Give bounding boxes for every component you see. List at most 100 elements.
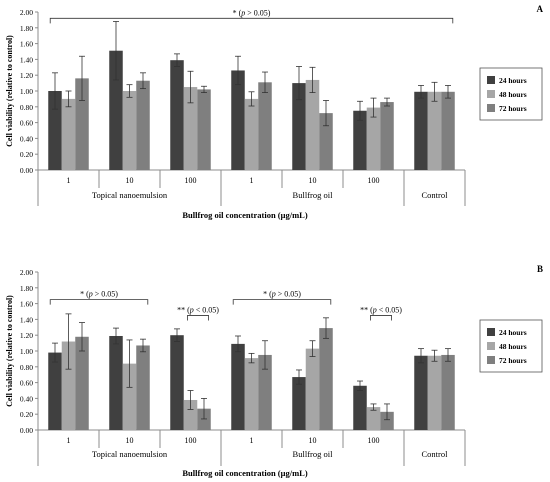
chart-panel-b: 0.00 0.20 0.40 0.60 0.80 1.00 1.20 1.40 1.60 1.80… xyxy=(5,264,543,478)
bar xyxy=(366,107,381,170)
group-label: Topical nanoemulsion xyxy=(92,190,168,200)
bar xyxy=(244,358,259,430)
y-tick-label: 0.00 xyxy=(20,166,33,175)
legend: 24 hours 48 hours 72 hours xyxy=(479,67,543,121)
bar xyxy=(231,70,245,170)
legend-swatch xyxy=(487,90,495,98)
legend-swatch xyxy=(487,104,495,112)
y-tick-label: 0.60 xyxy=(20,379,33,388)
x-tick-label: 100 xyxy=(368,436,380,445)
panel-label: A xyxy=(537,4,544,14)
bar xyxy=(414,355,428,430)
bar xyxy=(353,110,367,170)
x-axis-label: Bullfrog oil concentration (μg/mL) xyxy=(182,468,307,478)
group-label: Control xyxy=(422,190,449,200)
y-axis-label: Cell viability (relative to control) xyxy=(5,295,14,407)
bar xyxy=(136,80,150,170)
y-tick-label: 0.00 xyxy=(20,426,33,435)
bar xyxy=(61,341,76,430)
significance-bracket xyxy=(232,299,332,305)
x-tick-label: 100 xyxy=(368,176,380,185)
bar xyxy=(48,91,62,170)
bar xyxy=(170,60,184,170)
bar xyxy=(75,78,89,170)
significance-label: * (p > 0.05) xyxy=(233,8,271,17)
bar xyxy=(258,354,272,430)
bar xyxy=(197,89,211,170)
y-tick-label: 1.20 xyxy=(20,331,33,340)
bar xyxy=(380,102,394,170)
y-tick-label: 2.00 xyxy=(20,8,33,17)
group-label: Bullfrog oil xyxy=(293,449,334,459)
legend-entry: 72 hours xyxy=(499,356,527,365)
y-tick-label: 0.40 xyxy=(20,134,33,143)
significance-label: * (p > 0.05) xyxy=(263,290,301,299)
bar xyxy=(292,83,306,170)
bar xyxy=(305,348,320,430)
bar xyxy=(109,335,123,430)
bar xyxy=(353,385,367,430)
bar xyxy=(109,50,123,170)
y-tick-label: 1.20 xyxy=(20,71,33,80)
x-axis-label: Bullfrog oil concentration (μg/mL) xyxy=(182,210,307,220)
x-tick-label: 1 xyxy=(250,436,254,445)
bar xyxy=(244,98,259,170)
bar xyxy=(75,336,89,430)
group-label: Bullfrog oil xyxy=(293,190,334,200)
x-tick-label: 100 xyxy=(185,176,197,185)
y-tick-label: 1.60 xyxy=(20,40,33,49)
chart-panel-a: 0.00 0.20 0.40 0.60 0.80 1.00 1.20 1.40 1.60 1.80… xyxy=(5,4,544,220)
x-tick-label: 10 xyxy=(126,436,134,445)
bar xyxy=(258,82,272,170)
significance-label: ** (p < 0.05) xyxy=(360,305,402,314)
legend-swatch xyxy=(487,342,495,350)
y-tick-label: 1.80 xyxy=(20,24,33,33)
y-tick-label: 0.20 xyxy=(20,150,33,159)
legend-entry: 24 hours xyxy=(499,328,527,337)
legend-swatch xyxy=(487,76,495,84)
y-tick-label: 1.60 xyxy=(20,300,33,309)
significance-bracket xyxy=(370,315,392,321)
x-tick-label: 1 xyxy=(67,176,71,185)
legend: 24 hours 48 hours 72 hours xyxy=(479,319,543,373)
x-tick-label: 10 xyxy=(126,176,134,185)
y-tick-label: 1.80 xyxy=(20,284,33,293)
bar xyxy=(183,399,198,430)
y-tick-label: 1.00 xyxy=(20,347,33,356)
bar xyxy=(170,335,184,430)
legend-entry: 48 hours xyxy=(499,90,527,99)
bar xyxy=(305,79,320,170)
bar xyxy=(319,328,333,430)
y-tick-label: 0.80 xyxy=(20,103,33,112)
significance-bracket xyxy=(49,17,454,24)
legend-entry: 48 hours xyxy=(499,342,527,351)
legend-swatch xyxy=(487,356,495,364)
significance-label: * (p > 0.05) xyxy=(80,290,118,299)
y-tick-label: 1.00 xyxy=(20,87,33,96)
y-axis-label: Cell viability (relative to control) xyxy=(5,35,14,147)
y-tick-label: 2.00 xyxy=(20,268,33,277)
legend-swatch xyxy=(487,328,495,336)
y-tick-label: 0.20 xyxy=(20,410,33,419)
bar xyxy=(122,91,137,170)
bar xyxy=(319,113,333,170)
group-label: Topical nanoemulsion xyxy=(92,449,168,459)
y-tick-label: 0.40 xyxy=(20,394,33,403)
y-tick-label: 1.40 xyxy=(20,315,33,324)
bar xyxy=(48,352,62,430)
bar xyxy=(427,355,442,430)
bar xyxy=(61,98,76,170)
bar xyxy=(366,407,381,430)
bar xyxy=(441,354,455,430)
x-tick-label: 1 xyxy=(67,436,71,445)
legend-entry: 72 hours xyxy=(499,104,527,113)
bar xyxy=(414,91,428,170)
bar xyxy=(441,91,455,170)
panel-label: B xyxy=(537,264,543,274)
bar xyxy=(183,87,198,170)
bar xyxy=(136,345,150,430)
group-label: Control xyxy=(422,449,449,459)
y-tick-label: 1.40 xyxy=(20,55,33,64)
significance-bracket xyxy=(49,299,149,305)
